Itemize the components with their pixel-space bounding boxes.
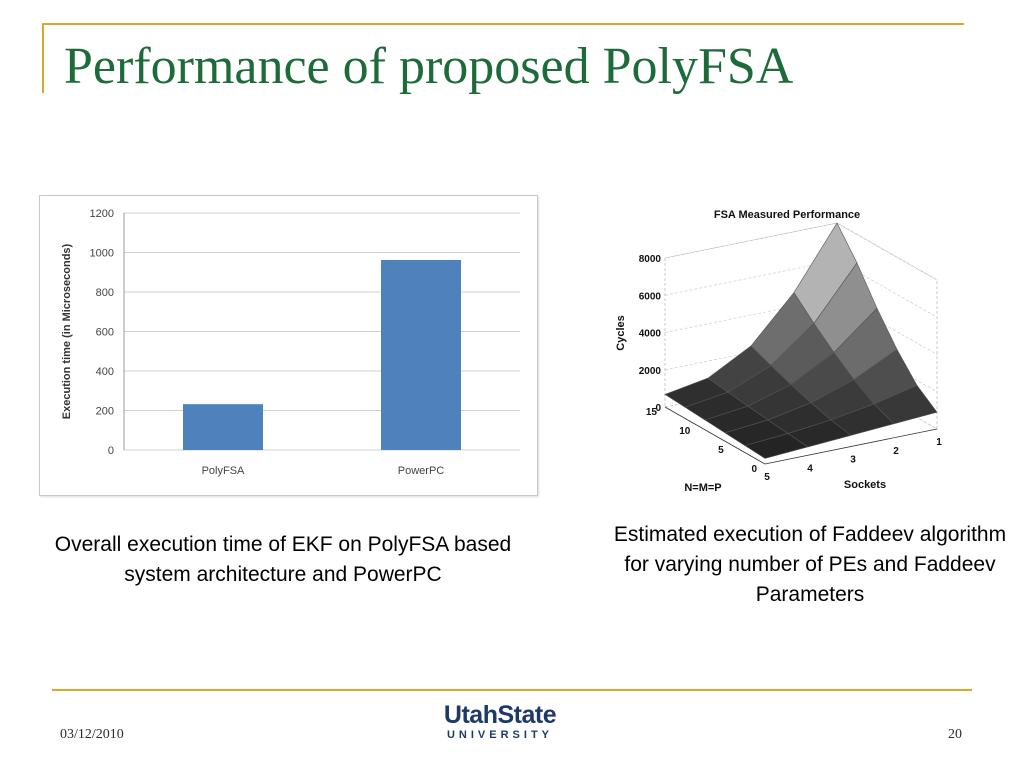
y-axis-label: Execution time (in Microseconds) (61, 243, 73, 419)
y-tick-label: 0 (108, 445, 114, 457)
y-tick-label: 200 (96, 406, 114, 418)
caption-surface-chart: Estimated execution of Faddeev algorithm… (613, 523, 1007, 606)
n-tick-label: 15 (646, 407, 658, 418)
sockets-tick-label: 4 (807, 463, 813, 474)
bar-powerpc (381, 260, 461, 450)
title-frame-top-rule (42, 23, 964, 25)
z-tick-label: 4000 (639, 329, 662, 340)
bar-polyfsa (183, 404, 263, 450)
y-tick-label: 600 (96, 327, 114, 339)
y-tick-label: 1000 (90, 248, 114, 260)
x-tick-label: PowerPC (398, 465, 445, 477)
z-gridline (664, 222, 938, 281)
n-axis (664, 406, 766, 465)
logo-wordmark: UtahState (443, 701, 557, 729)
logo-subtitle: UNIVERSITY (446, 729, 553, 741)
footer-date: 03/12/2010 (60, 727, 124, 742)
page-number: 20 (948, 727, 962, 742)
z-tick-label: 2000 (639, 366, 662, 377)
title-frame-left-rule (42, 23, 44, 93)
n-tick-label: 10 (679, 426, 691, 437)
y-tick-label: 400 (96, 366, 114, 378)
n-tick-label: 0 (751, 464, 757, 475)
surface-chart: 0 2000 4000 6000 8000 1 2 3 4 5 0 5 10 15 FSA Measured… (600, 195, 980, 505)
n-tick-label: 5 (718, 445, 724, 456)
z-tick-label: 6000 (639, 291, 662, 302)
surface-patch (873, 384, 938, 425)
z-tick-label: 8000 (639, 254, 662, 265)
z-axis-label: Cycles (615, 315, 627, 350)
university-logo: UtahState UNIVERSITY (420, 703, 580, 741)
surface-title: FSA Measured Performance (714, 209, 860, 221)
y-tick-label: 800 (96, 287, 114, 299)
x-tick-label: PolyFSA (202, 465, 245, 477)
sockets-tick-label: 3 (850, 455, 856, 466)
sockets-tick-label: 1 (936, 437, 942, 448)
y-axis-label: N=M=P (684, 482, 721, 494)
bar-chart-svg: 0 200 400 600 800 1000 1200 PolyFSA PowerPC Execu… (61, 208, 520, 477)
y-tick-label: 1200 (90, 208, 114, 220)
x-axis-label: Sockets (844, 479, 886, 491)
caption-bar-chart: Overall execution time of EKF on PolyFSA… (54, 533, 512, 586)
footer-rule (52, 689, 972, 691)
slide-title: Performance of proposed PolyFSA (64, 38, 794, 95)
sockets-axis (764, 428, 938, 465)
z-tick-label: 0 (655, 403, 661, 414)
bar-chart: 0 200 400 600 800 1000 1200 PolyFSA PowerPC Execu… (39, 195, 538, 496)
sockets-tick-label: 5 (764, 472, 770, 483)
sockets-tick-label: 2 (893, 446, 899, 457)
